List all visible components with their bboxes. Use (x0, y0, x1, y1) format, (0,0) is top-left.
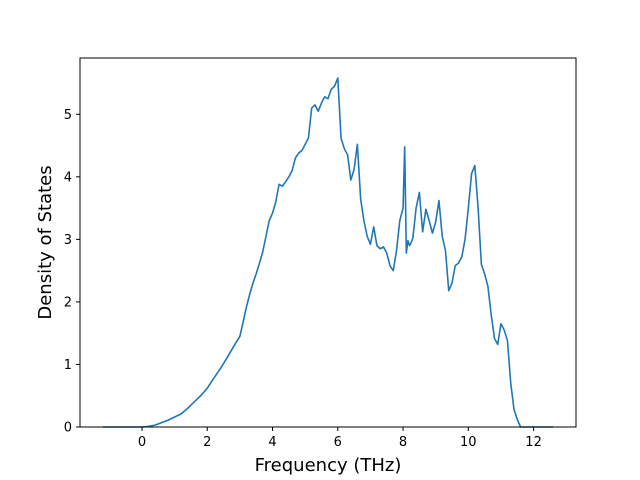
y-tick-label: 0 (64, 421, 72, 436)
x-tick-label: 8 (399, 435, 407, 450)
x-tick-label: 10 (460, 435, 477, 450)
x-tick-label: 0 (138, 435, 146, 450)
x-tick-label: 6 (334, 435, 342, 450)
plot-frame (79, 57, 577, 428)
y-tick-label: 3 (64, 233, 72, 248)
y-tick-label: 5 (64, 108, 72, 123)
dos-series-line (102, 77, 554, 428)
y-tick-label: 2 (64, 295, 72, 310)
x-tick-label: 4 (268, 435, 276, 450)
y-tick-label: 4 (64, 170, 72, 185)
y-tick-label: 1 (64, 358, 72, 373)
y-axis-ticks: 0 1 2 3 4 5 (64, 108, 80, 436)
y-axis-label: Density of States (35, 165, 56, 319)
x-axis-label: Frequency (THz) (255, 455, 402, 476)
x-tick-label: 2 (203, 435, 211, 450)
x-axis-ticks: 0 2 4 6 8 10 12 (138, 427, 542, 450)
x-tick-label: 12 (525, 435, 542, 450)
plot-area (102, 77, 554, 428)
